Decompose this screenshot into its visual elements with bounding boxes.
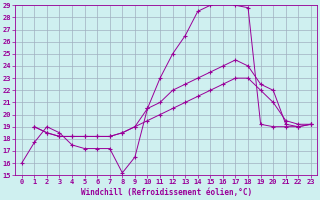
X-axis label: Windchill (Refroidissement éolien,°C): Windchill (Refroidissement éolien,°C) bbox=[81, 188, 252, 197]
